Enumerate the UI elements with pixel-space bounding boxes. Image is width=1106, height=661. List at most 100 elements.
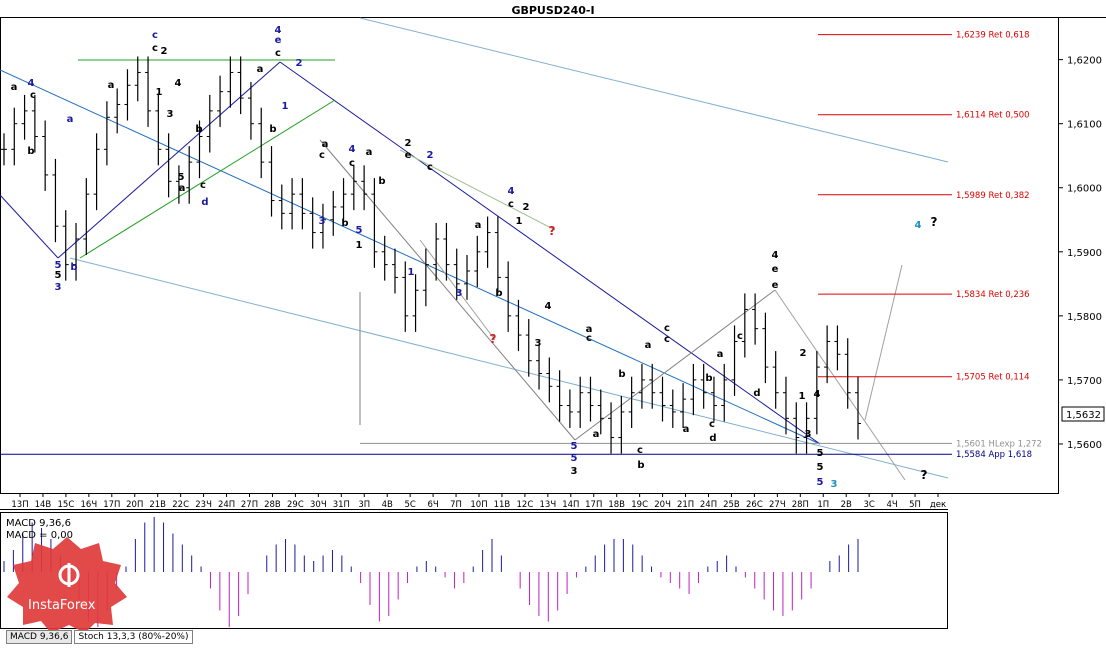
trend-line — [0, 194, 59, 259]
y-tick-label: 1,5700 — [1067, 376, 1102, 387]
trend-line — [774, 289, 906, 481]
x-tick-label: 15С — [58, 500, 75, 510]
instaforex-logo — [7, 537, 127, 633]
x-tick-label: 26С — [746, 500, 763, 510]
x-tick-label: 5С — [404, 500, 415, 510]
x-tick-label: 6Ч — [427, 500, 438, 510]
level-label: 1,6239 Ret 0,618 — [956, 31, 1030, 41]
wave-label: d — [201, 197, 208, 208]
x-tick-label: 28В — [264, 500, 281, 510]
trend-line — [0, 69, 821, 445]
wave-label: d — [753, 388, 760, 399]
macd-label: MACD 9,36,6 — [6, 518, 71, 529]
wave-label: 5 — [55, 260, 62, 271]
trend-line — [279, 61, 821, 445]
wave-label: ? — [921, 468, 928, 482]
wave-label: 4 — [508, 186, 515, 197]
trend-lines — [0, 17, 949, 481]
x-tick-label: 28П — [792, 500, 809, 510]
tab-stoch[interactable]: Stoch 13,3,3 (80%-20%) — [74, 630, 193, 644]
wave-label: c — [152, 43, 158, 54]
level-label: 1,5601 HLexp 1,272 — [956, 439, 1042, 449]
wave-label: 5 — [178, 172, 185, 183]
wave-label: 4 — [814, 389, 821, 400]
wave-label: d — [709, 433, 716, 444]
wave-label: 5 — [817, 462, 824, 473]
wave-label: c — [200, 180, 206, 191]
wave-label: 4 — [275, 25, 282, 36]
wave-label: c — [586, 333, 592, 344]
x-tick-label: 20Ч — [654, 500, 671, 510]
x-tick-label: 16Ч — [81, 500, 98, 510]
price-pane — [0, 17, 1059, 494]
tab-macd[interactable]: MACD 9,36,6 — [6, 630, 73, 644]
x-tick-label: 13П — [11, 500, 28, 510]
logo-icon — [58, 563, 80, 587]
wave-label: 3 — [831, 479, 838, 490]
wave-label: c — [637, 445, 643, 456]
wave-label: a — [593, 429, 600, 440]
last-price-label: 1,5632 — [1066, 410, 1101, 421]
macd-value-label: MACD = 0,00 — [6, 530, 73, 541]
trend-line — [399, 149, 556, 231]
wave-label: a — [257, 64, 264, 75]
indicator-tabs: MACD 9,36,6 Stoch 13,3,3 (80%-20%) — [6, 630, 193, 644]
x-tick-label: 24П — [700, 500, 717, 510]
level-label: 1,5989 Ret 0,382 — [956, 191, 1030, 201]
wave-label: 3 — [805, 429, 812, 440]
wave-label: 3 — [167, 109, 174, 120]
y-axis: 1,6200 1,6100 1,6000 1,5900 1,5800 1,5700 1,56… — [1058, 56, 1102, 451]
wave-label: a — [67, 114, 74, 125]
wave-label: 3 — [319, 216, 326, 227]
x-tick-label: 17П — [585, 500, 602, 510]
x-tick-label: дек — [930, 500, 946, 510]
wave-label: b — [378, 176, 385, 187]
wave-label: 1 — [282, 101, 289, 112]
chart-title: GBPUSD240-I — [511, 4, 594, 17]
x-tick-label: 14П — [562, 500, 579, 510]
wave-label: b — [195, 124, 202, 135]
wave-label: 2 — [296, 58, 303, 69]
wave-label: 1 — [156, 87, 163, 98]
wave-label: 5 — [571, 441, 578, 452]
wave-label: 2 — [427, 150, 434, 161]
x-tick-label: 5П — [909, 500, 921, 510]
x-tick-label: 4Ч — [886, 500, 897, 510]
trend-line — [864, 264, 903, 421]
wave-label: ? — [931, 215, 938, 229]
trend-line — [574, 289, 776, 441]
wave-label: c — [319, 150, 325, 161]
last-price-box — [1061, 406, 1105, 422]
wave-label: 1 — [356, 240, 363, 251]
wave-label: b — [495, 288, 502, 299]
x-tick-label: 18В — [608, 500, 625, 510]
wave-label: c — [508, 199, 514, 210]
wave-label: a — [366, 147, 373, 158]
wave-label: c — [709, 419, 715, 430]
wave-label: a — [645, 340, 652, 351]
wave-label: ? — [490, 332, 497, 346]
trend-line — [359, 17, 949, 163]
wave-label: a — [179, 183, 186, 194]
level-label: 1,5705 Ret 0,114 — [956, 373, 1030, 383]
wave-label: e — [275, 35, 282, 46]
wave-label: a — [11, 82, 18, 93]
y-tick-label: 1,5600 — [1067, 440, 1102, 451]
wave-label: b — [705, 373, 712, 384]
wave-label: c — [664, 323, 670, 334]
x-tick-label: 19С — [631, 500, 648, 510]
wave-label: 2 — [523, 202, 530, 213]
wave-label: c — [737, 331, 743, 342]
x-tick-label: 24П — [218, 500, 235, 510]
trend-line — [69, 257, 949, 479]
retracement-levels: 1,6239 Ret 0,618 1,6114 Ret 0,500 1,5989 R… — [0, 31, 1042, 460]
wave-label: 1 — [516, 216, 523, 227]
wave-label: e — [772, 264, 779, 275]
x-tick-label: 27П — [241, 500, 258, 510]
x-tick-label: 2В — [841, 500, 852, 510]
wave-label: 3 — [535, 338, 542, 349]
x-tick-label: 17П — [103, 500, 120, 510]
x-tick-label: 4В — [382, 500, 393, 510]
